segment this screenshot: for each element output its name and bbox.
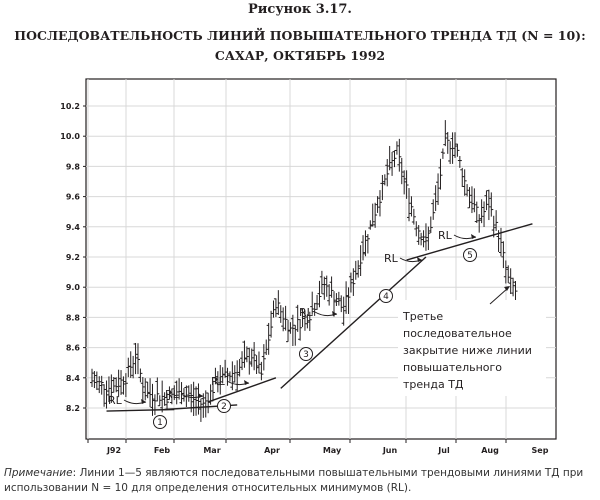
trend-line-number: 1 (157, 418, 163, 428)
x-tick-label: Sep (532, 446, 549, 455)
trend-line-3 (207, 377, 277, 403)
note-body: : Линии 1—5 являются последовательными п… (4, 467, 584, 494)
y-tick-label: 8.4 (66, 374, 81, 383)
x-tick-label: Aug (481, 446, 499, 455)
annotation-block: Третье последовательное закрытие ниже лини… (398, 286, 546, 396)
rl-arrowhead (471, 234, 476, 239)
rl-labels: RL RL RL RL RL RL (108, 229, 477, 407)
y-tick-label: 9.8 (66, 162, 81, 171)
y-tick-label: 8.2 (66, 404, 80, 413)
figure-note: Примечание: Линии 1—5 являются последова… (4, 466, 596, 496)
y-tick-label: 9.6 (66, 193, 81, 202)
annotation-background (398, 300, 546, 396)
y-tick-label: 10.2 (60, 102, 80, 111)
y-tick-label: 8.6 (66, 344, 81, 353)
x-axis-ticks: J92 Feb Mar Apr May Jun Jul Aug Sep (87, 439, 549, 455)
y-tick-label: 9.0 (66, 283, 81, 292)
rl-arrowhead (244, 380, 249, 385)
annotation-line: Третье (402, 310, 443, 323)
y-tick-label: 10.0 (60, 132, 80, 141)
rl-label: RL (165, 388, 180, 401)
rl-arrowhead (332, 311, 337, 316)
annotation-arrow (489, 287, 509, 305)
rl-label: RL (211, 375, 226, 388)
trend-lines: 1 2 3 4 5 (106, 223, 533, 429)
rl-label: RL (299, 306, 314, 319)
x-tick-label: Apr (264, 446, 280, 455)
trend-line-marker (153, 415, 167, 429)
y-axis-ticks: 8.2 8.4 8.6 8.8 9.0 9.2 9.4 9.6 9.8 10.0 10.2 (60, 102, 86, 413)
y-tick-label: 8.8 (66, 313, 81, 322)
rl-arrowhead (198, 393, 203, 398)
plot-area (85, 78, 557, 440)
title-line-2: САХАР, ОКТЯБРЬ 1992 (214, 48, 386, 63)
annotation-line: тренда ТД (403, 378, 464, 391)
trend-line-4 (280, 256, 427, 389)
trend-line-5 (406, 223, 533, 261)
trend-line-number: 3 (303, 350, 309, 360)
figure-label: Рисунок 3.17. (248, 2, 352, 17)
rl-label: RL (384, 252, 399, 265)
trend-line-1 (106, 408, 175, 412)
y-tick-label: 9.2 (66, 253, 80, 262)
annotation-arrowhead (504, 286, 510, 291)
x-tick-label: May (323, 446, 342, 455)
price-chart: 8.2 8.4 8.6 8.8 9.0 9.2 9.4 9.6 9.8 10.0 10.2 J92 F… (60, 78, 557, 455)
annotation-line: закрытие ниже линии (403, 344, 532, 357)
x-tick-label: J92 (106, 446, 121, 455)
chart-title: ПОСЛЕДОВАТЕЛЬНОСТЬ ЛИНИЙ ПОВЫШАТЕЛЬНОГО … (0, 26, 600, 66)
x-tick-label: Jul (437, 446, 450, 455)
rl-arrowhead (141, 399, 146, 404)
trend-line-marker (299, 347, 313, 361)
trend-line-number: 2 (221, 402, 227, 412)
trend-line-number: 4 (383, 292, 389, 302)
x-tick-label: Mar (203, 446, 220, 455)
x-tick-label: Jun (382, 446, 398, 455)
rl-label: RL (438, 229, 453, 242)
rl-arrowhead (417, 257, 422, 262)
title-line-1: ПОСЛЕДОВАТЕЛЬНОСТЬ ЛИНИЙ ПОВЫШАТЕЛЬНОГО … (14, 28, 586, 43)
trend-line-marker (379, 289, 393, 303)
annotation-line: последовательное (403, 327, 512, 340)
annotation-line: повышательного (403, 361, 502, 374)
price-bars (90, 120, 518, 422)
note-lead: Примечание (4, 467, 73, 479)
x-tick-label: Feb (154, 446, 171, 455)
rl-label: RL (108, 394, 123, 407)
trend-line-number: 5 (467, 251, 473, 261)
trend-line-marker (463, 248, 477, 262)
y-tick-label: 9.4 (66, 223, 81, 232)
trend-line-marker (217, 399, 231, 413)
